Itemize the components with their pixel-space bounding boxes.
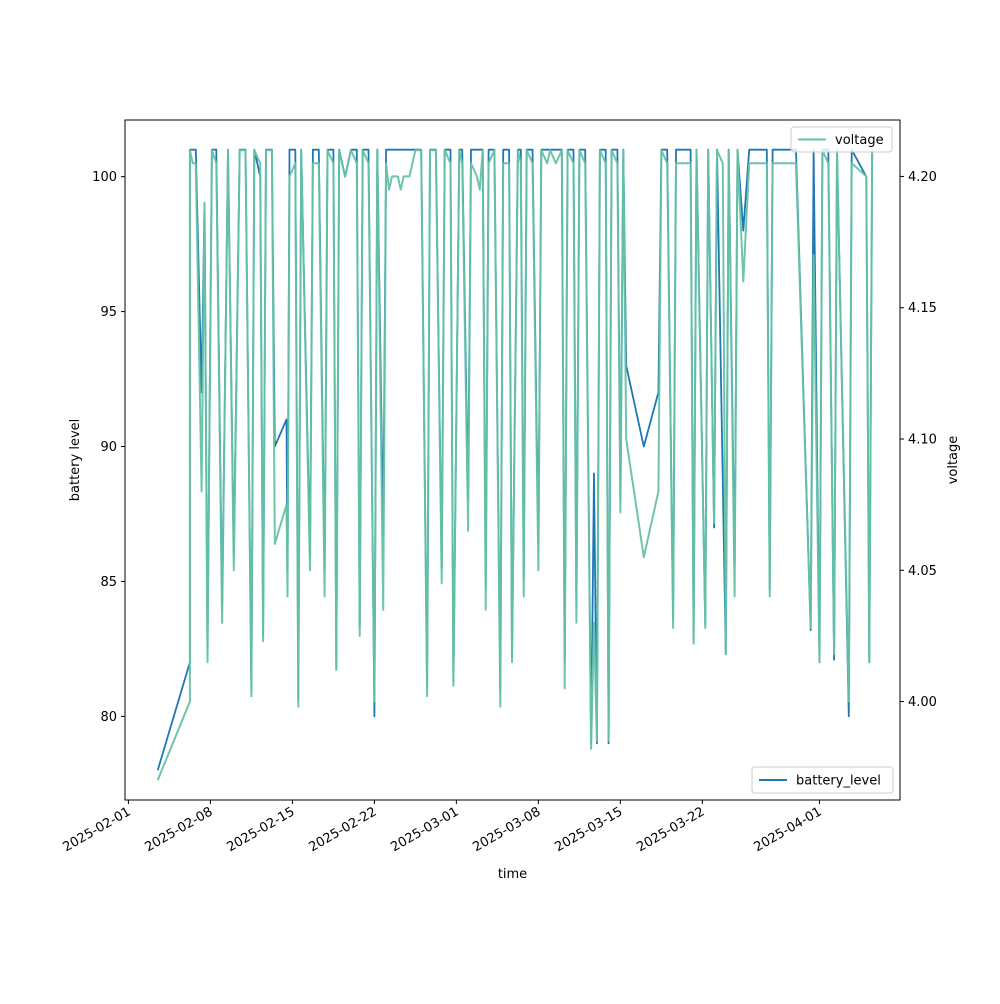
x-tick-label: 2025-03-22 (634, 804, 707, 855)
x-axis: 2025-02-01 2025-02-08 2025-02-15 2025-02-22… (60, 800, 824, 855)
x-tick-label: 2025-03-08 (470, 804, 543, 855)
y-axis-left-label: battery level (68, 419, 83, 502)
y-left-tick-label: 85 (100, 575, 117, 590)
legend-battery-level-label: battery_level (796, 774, 881, 789)
y-left-tick-label: 95 (100, 305, 117, 320)
y-right-tick-label: 4.10 (908, 432, 937, 447)
y-axis-right: 4.00 4.05 4.10 4.15 4.20 (900, 170, 937, 710)
series-line-voltage (156, 149, 874, 781)
y-left-tick-label: 100 (92, 170, 117, 185)
legend-battery-level-box (751, 766, 894, 794)
x-tick-label: 2025-03-01 (388, 804, 461, 855)
x-tick-label: 2025-02-08 (142, 804, 215, 855)
plot-area (156, 148, 874, 781)
y-left-tick-label: 80 (100, 710, 117, 725)
axes-frame (124, 119, 901, 801)
legend-voltage-label: voltage (835, 133, 884, 148)
y-axis-right-label: voltage (946, 436, 961, 485)
legend-voltage: voltage (790, 126, 893, 153)
y-right-tick-label: 4.20 (908, 170, 937, 185)
x-tick-label: 2025-03-15 (552, 804, 625, 855)
y-left-tick-label: 90 (100, 440, 117, 455)
y-right-tick-label: 4.00 (908, 695, 937, 710)
y-axis-left: 80 85 90 95 100 (92, 170, 125, 725)
y-right-tick-label: 4.05 (908, 564, 937, 579)
x-tick-label: 2025-02-15 (224, 804, 297, 855)
y-right-tick-label: 4.15 (908, 301, 937, 316)
legend-battery-level: battery_level (751, 766, 894, 794)
x-axis-label: time (498, 867, 527, 882)
x-tick-label: 2025-04-01 (752, 804, 825, 855)
x-tick-label: 2025-02-22 (306, 804, 379, 855)
x-tick-label: 2025-02-01 (60, 804, 133, 855)
legend-voltage-box (790, 126, 893, 153)
